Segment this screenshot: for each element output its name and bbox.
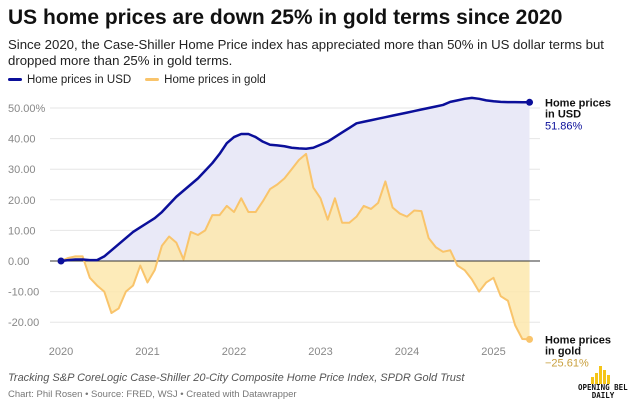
area-gold <box>61 153 530 340</box>
chart-source: Chart: Phil Rosen • Source: FRED, WSJ • … <box>8 389 297 400</box>
y-tick-label: 40.00 <box>8 134 36 146</box>
x-tick-label: 2024 <box>395 346 419 358</box>
logo-bars-icon <box>591 366 610 384</box>
y-tick-label: 30.00 <box>8 164 36 176</box>
end-value-usd: 51.86% <box>545 120 583 132</box>
opening-bell-daily-logo: OPENING BELL DAILY <box>578 366 628 400</box>
legend-item-gold: Home prices in gold <box>145 74 266 86</box>
y-tick-label: 20.00 <box>8 195 36 207</box>
legend: Home prices in USD Home prices in gold <box>8 74 266 86</box>
x-tick-label: 2025 <box>481 346 505 358</box>
legend-item-usd: Home prices in USD <box>8 74 131 86</box>
legend-swatch-usd <box>8 78 22 82</box>
data-point-gold <box>526 335 534 343</box>
legend-swatch-gold <box>145 78 160 82</box>
end-label-usd: Home prices <box>545 97 611 109</box>
x-tick-label: 2023 <box>308 346 332 358</box>
chart-subtitle: Since 2020, the Case-Shiller Home Price … <box>8 37 604 68</box>
line-gold <box>60 152 530 341</box>
y-tick-label: 50.00% <box>8 103 46 115</box>
logo-text-1: OPENING BELL <box>578 383 628 392</box>
end-label-gold: Home prices <box>545 334 611 346</box>
y-tick-label: -20.00 <box>8 317 39 329</box>
end-label-gold: in gold <box>545 345 581 357</box>
line-usd <box>60 96 530 263</box>
x-tick-label: 2020 <box>49 346 73 358</box>
x-tick-label: 2021 <box>135 346 159 358</box>
end-value-gold: −25.61% <box>545 357 589 369</box>
end-label-usd: in USD <box>545 108 581 120</box>
legend-label-usd: Home prices in USD <box>27 74 132 86</box>
logo-text-2: DAILY <box>591 391 615 400</box>
legend-label-gold: Home prices in gold <box>164 74 266 86</box>
data-point-usd <box>57 257 65 265</box>
y-tick-label: -10.00 <box>8 287 39 299</box>
x-tick-label: 2022 <box>222 346 246 358</box>
y-tick-label: 0.00 <box>8 256 29 268</box>
chart-notes: Tracking S&P CoreLogic Case-Shiller 20-C… <box>8 372 465 384</box>
data-point-usd <box>526 98 534 106</box>
y-tick-label: 10.00 <box>8 225 36 237</box>
chart-title: US home prices are down 25% in gold term… <box>8 6 563 29</box>
